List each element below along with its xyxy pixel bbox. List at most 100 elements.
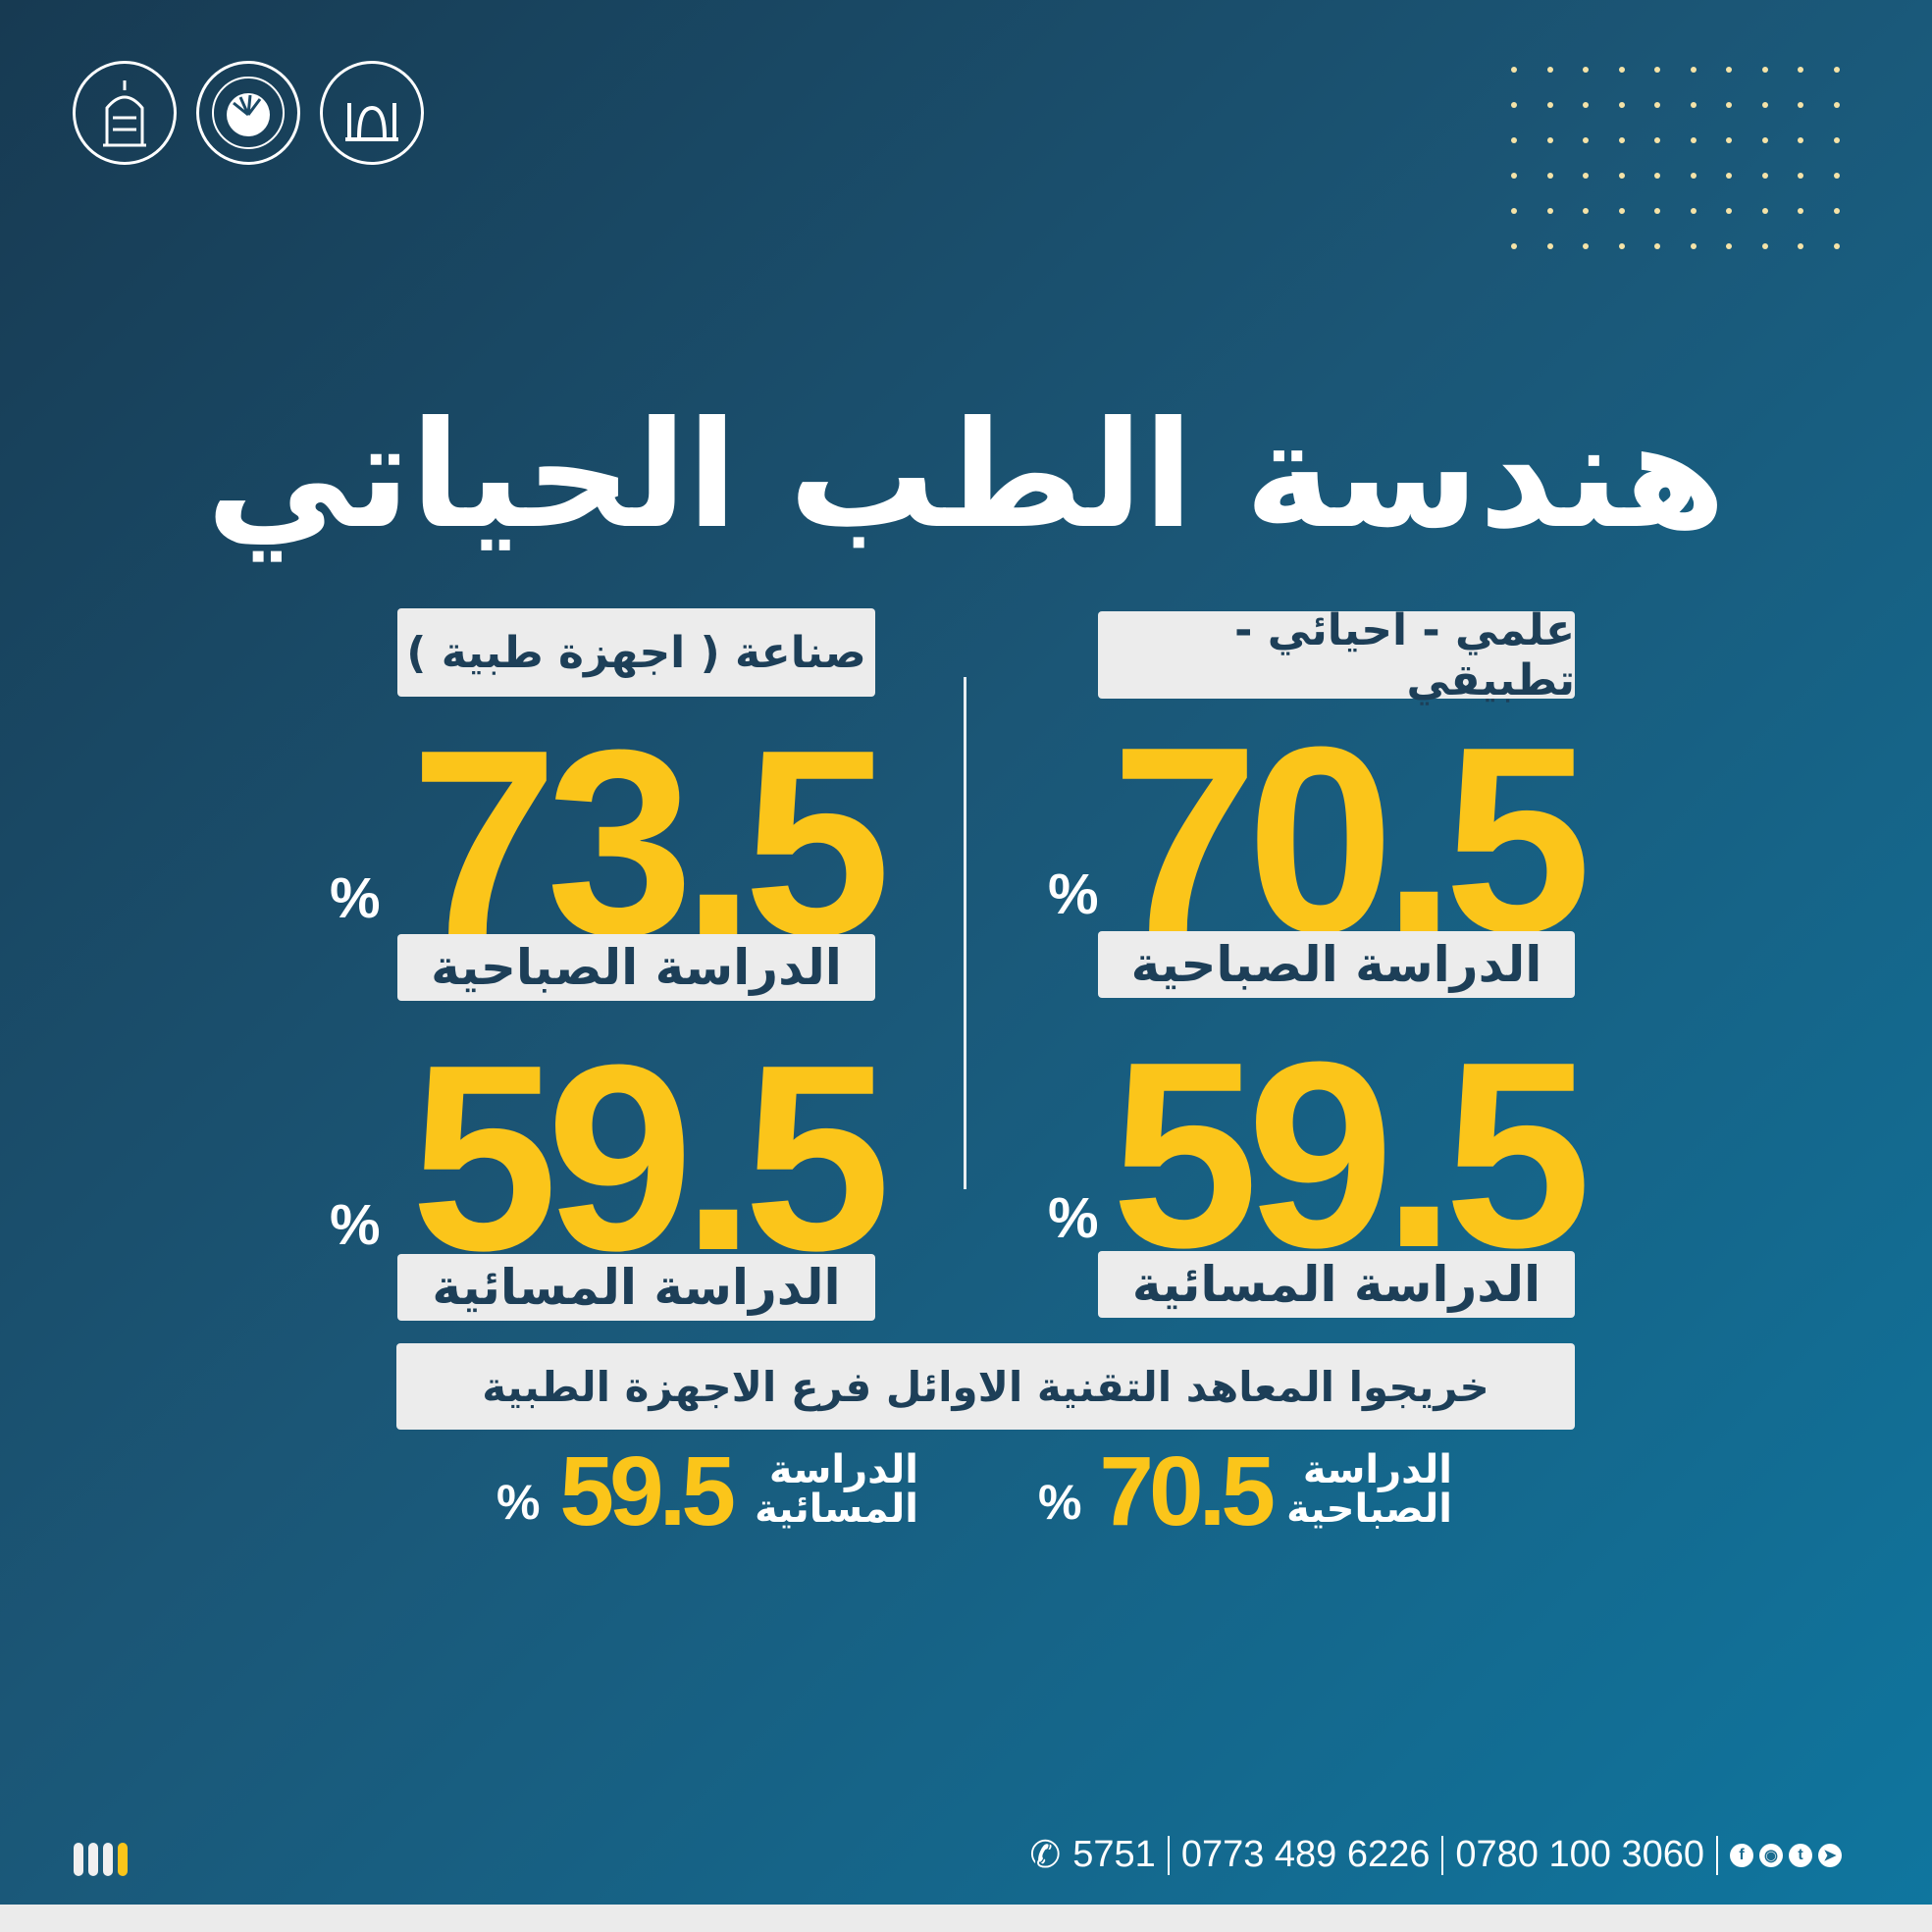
label-line: المسائية <box>755 1487 918 1532</box>
dot <box>1511 208 1517 214</box>
evening-study-label: الدراسة المسائية <box>1098 1251 1575 1318</box>
dot <box>1726 102 1732 108</box>
dot <box>1546 67 1553 73</box>
university-logo <box>73 61 177 165</box>
dot <box>1618 137 1625 143</box>
brand-bars-icon <box>74 1843 128 1876</box>
dot <box>1618 67 1625 73</box>
dot <box>1690 208 1697 214</box>
dot <box>1761 243 1768 249</box>
phone-number[interactable]: 0780 100 3060 <box>1455 1834 1704 1875</box>
dot <box>1583 243 1589 249</box>
dot <box>1690 67 1697 73</box>
dot <box>1546 173 1553 179</box>
morning-study-label: الدراسة الصباحية <box>397 934 875 1001</box>
dot <box>1511 102 1517 108</box>
dot <box>1511 243 1517 249</box>
dot <box>1583 67 1589 73</box>
dot <box>1761 208 1768 214</box>
decorative-dot-grid <box>1511 67 1869 279</box>
separator <box>1167 1835 1170 1875</box>
graduates-morning-label: الدراسة الصباحية <box>1276 1450 1452 1529</box>
graduates-evening-score: 59.5 <box>559 1436 736 1546</box>
separator <box>1716 1835 1718 1875</box>
morning-score-scientific: 70.5 <box>1111 693 1593 988</box>
evening-study-label: الدراسة المسائية <box>397 1254 875 1321</box>
dot <box>1654 173 1660 179</box>
secretariat-logo <box>320 61 424 165</box>
dot <box>1798 102 1803 108</box>
percent-sign: % <box>1048 1186 1099 1250</box>
dot <box>1833 243 1840 249</box>
morning-score-industrial: 73.5 <box>410 696 892 991</box>
bottom-band <box>0 1905 1932 1932</box>
dot <box>1761 173 1768 179</box>
dot <box>1546 243 1553 249</box>
dot <box>1726 67 1732 73</box>
dot <box>1654 243 1660 249</box>
dot <box>1761 67 1768 73</box>
dot <box>1618 173 1625 179</box>
dot <box>1511 67 1517 73</box>
dot <box>1690 102 1697 108</box>
phone-number[interactable]: 5751 <box>1072 1834 1156 1875</box>
graduates-label: خريجوا المعاهد التقنية الاوائل فرع الاجه… <box>396 1343 1575 1430</box>
percent-sign: % <box>1048 862 1099 926</box>
percent-sign: % <box>330 1193 381 1257</box>
twitter-icon[interactable]: t <box>1789 1843 1812 1867</box>
dot <box>1583 208 1589 214</box>
label-line: الصباحية <box>1286 1487 1452 1532</box>
dot <box>1654 102 1660 108</box>
phone-number[interactable]: 0773 489 6226 <box>1180 1834 1431 1875</box>
instagram-icon[interactable]: ◉ <box>1759 1843 1783 1867</box>
dot <box>1833 67 1840 73</box>
dot <box>1690 173 1697 179</box>
dot <box>1618 243 1625 249</box>
dot <box>1726 137 1732 143</box>
dot <box>1726 243 1732 249</box>
dot <box>1798 208 1803 214</box>
dot <box>1583 173 1589 179</box>
graduates-evening-label: الدراسة المسائية <box>736 1450 918 1529</box>
dot <box>1833 102 1840 108</box>
morning-study-label: الدراسة الصباحية <box>1098 931 1575 998</box>
facebook-icon[interactable]: f <box>1730 1843 1753 1867</box>
telegram-icon[interactable]: ➤ <box>1818 1843 1842 1867</box>
dot <box>1798 243 1803 249</box>
dot <box>1690 137 1697 143</box>
percent-sign: % <box>330 866 381 930</box>
label-line: الدراسة <box>1302 1447 1452 1492</box>
dot <box>1761 137 1768 143</box>
dot <box>1654 67 1660 73</box>
dot <box>1618 102 1625 108</box>
evening-score-industrial: 59.5 <box>410 1011 892 1306</box>
phone-icon: ✆ <box>1029 1835 1062 1876</box>
dot <box>1511 137 1517 143</box>
dot <box>1654 208 1660 214</box>
dot <box>1833 173 1840 179</box>
dot <box>1833 208 1840 214</box>
footer-contacts: ✆ 5751 0773 489 6226 0780 100 3060 f ◉ t… <box>1029 1833 1842 1877</box>
dot <box>1511 173 1517 179</box>
dot <box>1583 102 1589 108</box>
page-title: هندسة الطب الحياتي <box>206 391 1726 561</box>
dot <box>1690 243 1697 249</box>
column-divider <box>964 677 966 1189</box>
evening-score-scientific: 59.5 <box>1111 1008 1593 1303</box>
branch-label-industrial: صناعة ( اجهزة طبية ) <box>397 608 875 697</box>
dot <box>1726 173 1732 179</box>
ministry-logo <box>196 61 300 165</box>
separator <box>1441 1835 1444 1875</box>
dot <box>1798 173 1803 179</box>
dot <box>1583 137 1589 143</box>
dot <box>1761 102 1768 108</box>
dot <box>1798 137 1803 143</box>
branch-label-scientific: علمي - احيائي - تطبيقي <box>1098 605 1575 705</box>
dot <box>1618 208 1625 214</box>
dot <box>1798 67 1803 73</box>
dot <box>1833 137 1840 143</box>
dot <box>1654 137 1660 143</box>
dot <box>1726 208 1732 214</box>
dot <box>1546 137 1553 143</box>
